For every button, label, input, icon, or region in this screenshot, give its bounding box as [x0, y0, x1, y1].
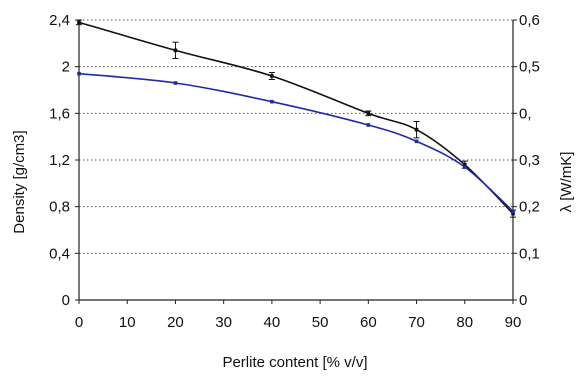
y-axis-label-left: Density [g/cm3] [11, 130, 28, 233]
x-tick-label: 30 [215, 314, 232, 331]
y2-tick-label: 0,3 [519, 152, 540, 169]
x-tick-label: 90 [505, 314, 522, 331]
data-point [511, 209, 515, 214]
y2-tick-label: 0, [519, 105, 532, 122]
series-0 [76, 19, 516, 218]
series-1 [77, 71, 515, 214]
tick-labels: 0 0,4 0,8 1,2 1,6 2 2,4 0 0,1 0,2 0,3 0, 0,5 0,6 0 10 20… [49, 12, 540, 331]
data-point [366, 123, 371, 127]
y-tick-label: 1,6 [49, 105, 70, 122]
y2-tick-label: 0 [519, 292, 527, 309]
x-tick-label: 20 [167, 314, 184, 331]
y2-tick-label: 0,6 [519, 12, 540, 29]
x-tick-label: 40 [264, 314, 281, 331]
axes [75, 19, 517, 304]
x-axis-label: Perlite content [% v/v] [222, 354, 367, 371]
y-tick-label: 0,8 [49, 199, 70, 216]
data-point [77, 71, 81, 76]
gridlines [79, 19, 513, 254]
data-point [270, 99, 274, 104]
x-tick-label: 60 [360, 314, 377, 331]
y-tick-label: 2,4 [49, 12, 70, 29]
x-tick-label: 50 [312, 314, 329, 331]
y-tick-label: 0 [62, 292, 70, 309]
x-tick-label: 10 [119, 314, 136, 331]
x-tick-label: 0 [75, 314, 83, 331]
x-tick-label: 70 [408, 314, 425, 331]
y2-tick-label: 0,2 [519, 199, 540, 216]
y-tick-label: 0,4 [49, 245, 70, 262]
x-tick-label: 80 [456, 314, 473, 331]
y-axis-label-right: λ [W/mK] [558, 152, 575, 213]
data-point [173, 81, 178, 85]
y2-tick-label: 0,5 [519, 59, 540, 76]
data-point [414, 139, 419, 144]
data-series [76, 19, 516, 218]
y2-tick-label: 0,1 [519, 245, 540, 262]
data-point [462, 165, 467, 169]
y-tick-label: 2 [62, 59, 70, 76]
y-tick-label: 1,2 [49, 152, 70, 169]
